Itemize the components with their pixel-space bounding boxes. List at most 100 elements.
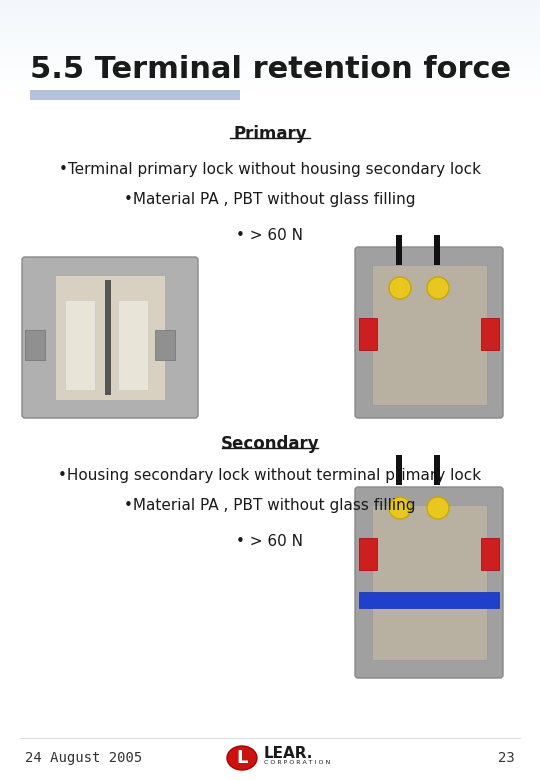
Bar bbox=[0, 39, 540, 40]
Bar bbox=[0, 27, 540, 28]
Bar bbox=[0, 46, 540, 47]
Ellipse shape bbox=[389, 497, 411, 519]
Bar bbox=[0, 84, 540, 85]
Bar bbox=[0, 31, 540, 32]
Bar bbox=[0, 45, 540, 46]
Bar bbox=[0, 26, 540, 27]
Bar bbox=[0, 58, 540, 59]
Bar bbox=[0, 10, 540, 11]
Bar bbox=[0, 4, 540, 5]
Bar bbox=[0, 64, 540, 65]
Bar bbox=[0, 7, 540, 8]
Bar bbox=[0, 86, 540, 87]
Bar bbox=[0, 81, 540, 82]
Text: •Housing secondary lock without terminal primary lock: •Housing secondary lock without terminal… bbox=[58, 468, 482, 483]
Text: 23: 23 bbox=[498, 751, 515, 765]
Bar bbox=[0, 57, 540, 58]
Bar bbox=[0, 51, 540, 52]
Text: •Material PA , PBT without glass filling: •Material PA , PBT without glass filling bbox=[124, 192, 416, 207]
Bar bbox=[0, 37, 540, 38]
Text: Primary: Primary bbox=[233, 125, 307, 143]
Bar bbox=[30, 90, 240, 100]
Bar bbox=[0, 32, 540, 33]
Ellipse shape bbox=[427, 277, 449, 299]
Bar bbox=[359, 592, 499, 608]
Bar bbox=[0, 53, 540, 54]
Bar bbox=[0, 48, 540, 49]
Bar bbox=[0, 11, 540, 12]
Bar bbox=[0, 9, 540, 10]
Bar bbox=[396, 235, 402, 265]
Bar bbox=[0, 67, 540, 68]
Bar bbox=[0, 69, 540, 70]
Bar bbox=[118, 300, 148, 390]
Bar bbox=[0, 20, 540, 21]
Bar bbox=[0, 50, 540, 51]
Bar bbox=[55, 275, 165, 400]
Bar bbox=[0, 41, 540, 42]
Bar bbox=[0, 54, 540, 55]
Bar bbox=[0, 36, 540, 37]
Text: •Material PA , PBT without glass filling: •Material PA , PBT without glass filling bbox=[124, 498, 416, 513]
Bar bbox=[0, 29, 540, 30]
Bar bbox=[0, 38, 540, 39]
Bar bbox=[372, 265, 487, 405]
Bar bbox=[0, 2, 540, 3]
Bar bbox=[0, 21, 540, 22]
Bar bbox=[0, 66, 540, 67]
Bar bbox=[0, 62, 540, 63]
Bar bbox=[0, 12, 540, 13]
Bar bbox=[0, 33, 540, 34]
Bar bbox=[25, 330, 45, 360]
Bar bbox=[105, 280, 111, 395]
Bar bbox=[0, 25, 540, 26]
Bar bbox=[0, 3, 540, 4]
Bar bbox=[0, 75, 540, 76]
Bar bbox=[0, 24, 540, 25]
Bar bbox=[0, 82, 540, 83]
Bar bbox=[0, 80, 540, 81]
FancyBboxPatch shape bbox=[355, 247, 503, 418]
Text: 5.5 Terminal retention force: 5.5 Terminal retention force bbox=[30, 55, 511, 84]
Bar bbox=[0, 85, 540, 86]
Bar bbox=[0, 72, 540, 73]
Bar bbox=[0, 43, 540, 44]
Bar bbox=[0, 40, 540, 41]
Bar bbox=[0, 59, 540, 60]
Bar bbox=[0, 13, 540, 14]
Bar bbox=[0, 34, 540, 35]
Bar bbox=[0, 61, 540, 62]
Bar bbox=[0, 89, 540, 90]
Bar bbox=[0, 77, 540, 78]
Bar bbox=[0, 5, 540, 6]
Bar bbox=[0, 88, 540, 89]
Bar bbox=[0, 6, 540, 7]
Bar bbox=[0, 16, 540, 17]
Text: 24 August 2005: 24 August 2005 bbox=[25, 751, 142, 765]
Bar bbox=[0, 14, 540, 15]
Ellipse shape bbox=[427, 497, 449, 519]
Bar bbox=[0, 44, 540, 45]
Bar bbox=[0, 0, 540, 1]
Bar bbox=[0, 19, 540, 20]
Bar bbox=[0, 42, 540, 43]
Bar bbox=[434, 235, 440, 265]
Bar bbox=[0, 1, 540, 2]
Bar bbox=[0, 28, 540, 29]
Bar bbox=[0, 65, 540, 66]
Text: • > 60 N: • > 60 N bbox=[237, 228, 303, 243]
Bar bbox=[0, 78, 540, 79]
Text: LEAR.: LEAR. bbox=[264, 746, 313, 761]
Text: •Terminal primary lock without housing secondary lock: •Terminal primary lock without housing s… bbox=[59, 162, 481, 177]
Bar bbox=[0, 63, 540, 64]
Bar bbox=[0, 8, 540, 9]
Bar bbox=[155, 330, 175, 360]
Bar bbox=[0, 49, 540, 50]
Bar bbox=[0, 47, 540, 48]
Bar bbox=[0, 70, 540, 71]
Bar bbox=[0, 55, 540, 56]
Bar bbox=[481, 538, 499, 570]
Bar bbox=[0, 68, 540, 69]
FancyBboxPatch shape bbox=[355, 487, 503, 678]
Bar bbox=[481, 318, 499, 350]
